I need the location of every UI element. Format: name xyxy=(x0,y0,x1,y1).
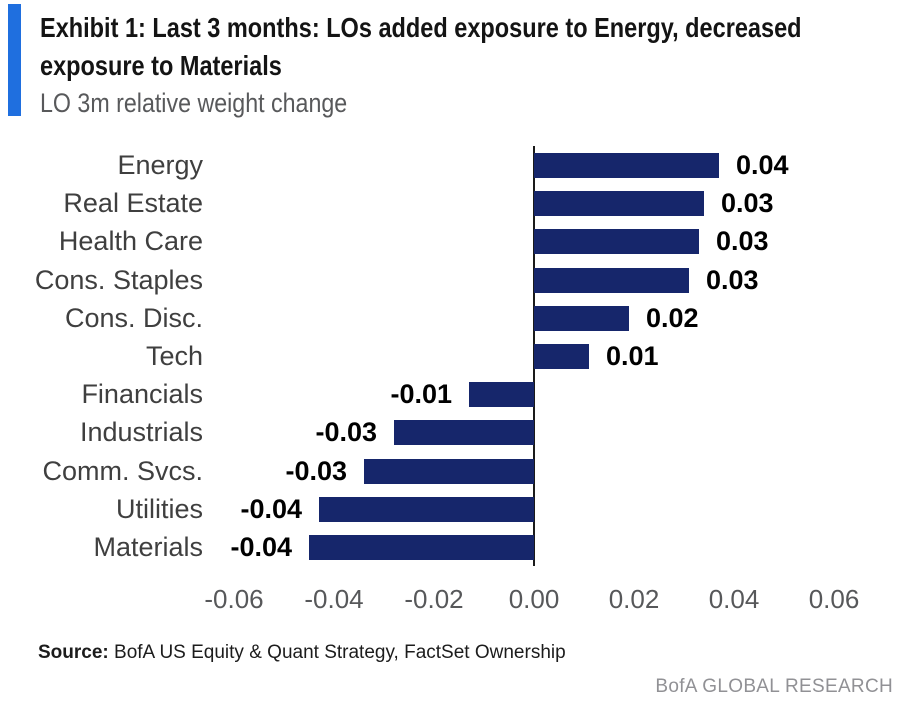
value-label: -0.03 xyxy=(315,417,377,448)
bar xyxy=(534,153,719,178)
value-label: 0.03 xyxy=(721,188,774,219)
value-label: -0.01 xyxy=(390,379,452,410)
bar xyxy=(394,420,534,446)
value-label: -0.04 xyxy=(240,493,302,524)
category-label: Cons. Disc. xyxy=(64,302,203,333)
x-axis-tick-label: 0.04 xyxy=(708,584,760,614)
exhibit-title-line1: Exhibit 1: Last 3 months: LOs added expo… xyxy=(40,12,802,43)
value-label: 0.03 xyxy=(716,226,769,257)
bar xyxy=(469,382,534,408)
x-axis-tick-label: -0.04 xyxy=(304,584,364,614)
source-line: Source: BofA US Equity & Quant Strategy,… xyxy=(38,642,566,664)
category-label: Real Estate xyxy=(63,188,203,219)
brand-label: BofA GLOBAL RESEARCH xyxy=(655,676,893,697)
value-label: -0.04 xyxy=(230,532,292,562)
chart-subtitle: LO 3m relative weight change xyxy=(40,88,348,118)
bar xyxy=(534,344,589,369)
bar xyxy=(309,535,534,560)
source-text: BofA US Equity & Quant Strategy, FactSet… xyxy=(108,642,566,663)
value-label: -0.03 xyxy=(285,455,347,486)
value-label: 0.03 xyxy=(706,264,759,295)
category-label: Energy xyxy=(117,150,203,180)
bar xyxy=(319,496,534,522)
value-label: 0.02 xyxy=(646,302,699,333)
bar xyxy=(364,458,534,484)
accent-bar xyxy=(8,4,21,116)
x-axis-tick-label: -0.02 xyxy=(404,584,464,614)
bar xyxy=(534,229,699,255)
category-label: Tech xyxy=(145,341,203,371)
x-axis-tick-label: -0.06 xyxy=(204,584,264,614)
x-axis-tick-label: 0.00 xyxy=(508,584,560,614)
category-label: Health Care xyxy=(58,226,203,257)
source-label: Source: xyxy=(38,642,109,663)
bar xyxy=(534,191,704,217)
x-axis-tick-label: 0.02 xyxy=(608,584,660,614)
x-axis-tick-label: 0.06 xyxy=(808,584,860,614)
category-label: Utilities xyxy=(115,493,203,524)
bar xyxy=(534,305,629,331)
exhibit-title-line2: exposure to Materials xyxy=(40,50,282,81)
category-label: Industrials xyxy=(79,417,203,448)
category-label: Materials xyxy=(93,532,203,562)
value-label: 0.01 xyxy=(606,341,659,371)
bar xyxy=(534,267,689,293)
value-label: 0.04 xyxy=(736,150,789,180)
category-label: Cons. Staples xyxy=(34,264,203,295)
category-label: Financials xyxy=(81,379,203,410)
category-label: Comm. Svcs. xyxy=(42,455,203,486)
